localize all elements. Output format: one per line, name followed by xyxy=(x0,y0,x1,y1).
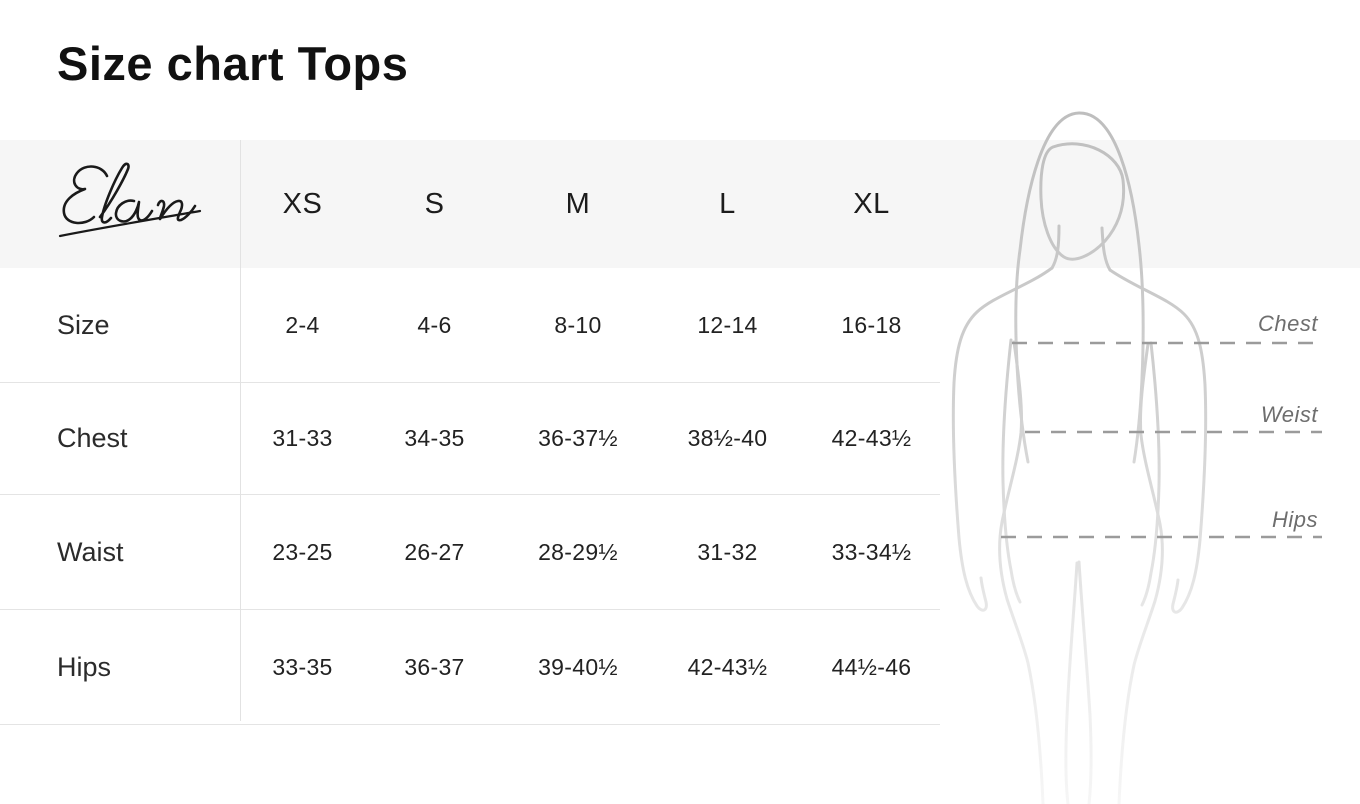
table-vertical-divider xyxy=(240,140,241,721)
hips-xl: 44½-46 xyxy=(831,653,912,680)
hips-xs: 33-35 xyxy=(272,653,333,680)
table-row-size: Size 2-4 4-6 8-10 12-14 16-18 xyxy=(0,268,940,383)
size-l: 12-14 xyxy=(697,311,758,338)
waist-l: 31-32 xyxy=(697,538,758,565)
chest-s: 34-35 xyxy=(404,425,465,451)
body-figure-illustration xyxy=(951,111,1322,804)
header-s: S xyxy=(424,187,445,220)
header-brand-cell xyxy=(0,140,240,268)
table-row-waist: Waist 23-25 26-27 28-29½ 31-32 33-34½ xyxy=(0,495,940,610)
chest-xl: 42-43½ xyxy=(831,425,912,451)
size-xl: 16-18 xyxy=(841,311,902,338)
chest-measure-label: Chest xyxy=(1258,311,1318,336)
row-label-hips: Hips xyxy=(57,651,112,682)
row-label-waist: Waist xyxy=(57,536,124,567)
chest-m: 36-37½ xyxy=(538,425,618,451)
row-label-size: Size xyxy=(57,309,110,340)
brand-logo: Elan xyxy=(55,160,205,246)
size-xs: 2-4 xyxy=(285,311,320,338)
header-xl: XL xyxy=(853,187,890,220)
chest-l: 38½-40 xyxy=(687,425,768,451)
waist-xs: 23-25 xyxy=(272,538,333,565)
elan-signature-icon xyxy=(58,162,202,238)
table-row-chest: Chest 31-33 34-35 36-37½ 38½-40 42-43½ xyxy=(0,383,940,495)
size-table: XS S M L XL Size 2-4 4-6 8-10 12-14 16-1… xyxy=(0,140,940,725)
waist-m: 28-29½ xyxy=(538,538,618,565)
size-table-header-row: XS S M L XL xyxy=(0,140,940,268)
waist-xl: 33-34½ xyxy=(831,538,912,565)
hips-measure-label: Hips xyxy=(1271,507,1318,532)
header-m: M xyxy=(565,187,591,220)
hips-m: 39-40½ xyxy=(538,653,618,680)
header-l: L xyxy=(719,187,736,220)
page-title: Size chart Tops xyxy=(57,37,409,90)
hips-s: 36-37 xyxy=(404,653,465,680)
chest-xs: 31-33 xyxy=(272,425,333,451)
waist-measure-label: Weist xyxy=(1260,402,1318,427)
size-s: 4-6 xyxy=(417,311,452,338)
size-m: 8-10 xyxy=(554,311,602,338)
table-row-hips: Hips 33-35 36-37 39-40½ 42-43½ 44½-46 xyxy=(0,610,940,725)
waist-s: 26-27 xyxy=(404,538,465,565)
hips-l: 42-43½ xyxy=(687,653,768,680)
figure-outline xyxy=(951,111,1208,804)
row-label-chest: Chest xyxy=(57,423,128,453)
header-xs: XS xyxy=(282,187,323,220)
